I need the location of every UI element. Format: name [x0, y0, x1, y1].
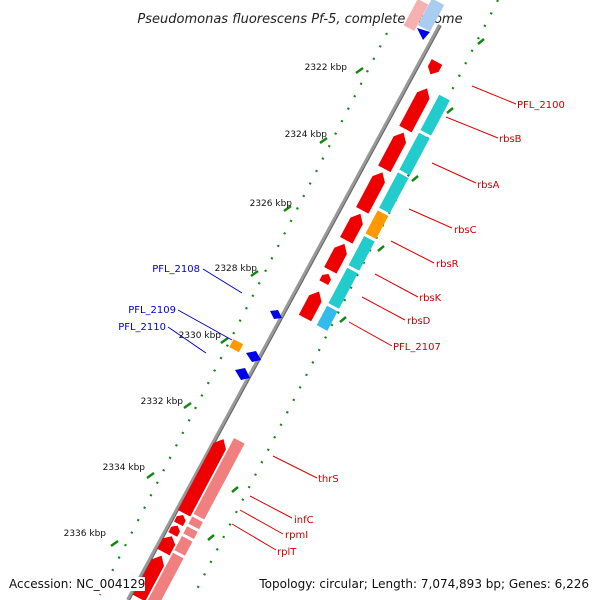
- ruler-label: 2330 kbp: [179, 331, 222, 341]
- gene-arrow: [246, 351, 261, 362]
- cds-block: [174, 535, 193, 556]
- cds-track: [146, 94, 450, 600]
- gene-label: thrS: [318, 474, 339, 485]
- ruler-label: 2332 kbp: [141, 397, 184, 407]
- gene-arrow: [298, 291, 322, 322]
- gene-arrow: [427, 59, 443, 75]
- ruler-label: 2324 kbp: [285, 130, 328, 140]
- gene-arrow: [174, 515, 186, 527]
- gene-label: rbsR: [436, 259, 459, 270]
- forward-strand-genes: [132, 59, 443, 600]
- gene-arrow: [168, 525, 181, 537]
- gene-arrow: [270, 310, 282, 319]
- genome-summary-label: Topology: circular; Length: 7,074,893 bp…: [259, 577, 589, 591]
- gene-label: rbsK: [419, 293, 442, 304]
- ruler-label: 2328 kbp: [215, 264, 258, 274]
- gene-arrow: [157, 536, 176, 556]
- cds-block: [379, 172, 409, 214]
- cds-block: [183, 526, 198, 539]
- gene-arrow: [378, 132, 407, 173]
- accession-label: Accession: NC_004129: [9, 577, 146, 591]
- gene-label: PFL_2107: [393, 342, 441, 353]
- cds-block: [316, 305, 338, 331]
- ruler-ticks: [110, 38, 485, 548]
- cds-block: [146, 552, 184, 600]
- genome-backbone: [126, 24, 442, 600]
- ruler-label: 2334 kbp: [103, 463, 146, 473]
- gene-label: PFL_2100: [517, 100, 565, 111]
- gene-arrow: [177, 439, 226, 517]
- gene-arrow: [399, 88, 430, 133]
- ruler-label: 2322 kbp: [305, 63, 348, 73]
- top-partial-features: [403, 0, 445, 40]
- gene-label: rbsC: [454, 225, 477, 236]
- cds-block: [365, 210, 389, 239]
- gene-label: PFL_2108: [152, 264, 200, 275]
- ruler-label: 2326 kbp: [250, 199, 293, 209]
- inner-dotted-guide: [192, 0, 499, 598]
- reverse-strand-genes: [229, 310, 282, 380]
- ruler-label: 2336 kbp: [64, 529, 107, 539]
- cds-block: [188, 516, 203, 530]
- gene-label: rbsB: [499, 134, 522, 145]
- gene-label: rbsA: [477, 180, 500, 191]
- gene-label: rplT: [277, 547, 297, 558]
- cds-block: [420, 94, 450, 136]
- cds-block: [399, 132, 430, 176]
- cds-block: [193, 437, 245, 520]
- label-leaders-reverse: [167, 268, 243, 354]
- label-leaders-forward: [231, 85, 517, 551]
- gene-arrow: [319, 273, 332, 286]
- map-title: Pseudomonas fluorescens Pf-5, complete g…: [137, 12, 462, 27]
- cds-block: [229, 339, 244, 353]
- cds-block: [328, 267, 358, 309]
- gene-arrow: [356, 172, 385, 214]
- gene-labels: PFL_2100 rbsB rbsA rbsC rbsR rbsK rbsD P…: [118, 100, 565, 558]
- gene-label: PFL_2109: [128, 305, 176, 316]
- cds-block: [348, 236, 375, 271]
- gene-label: rpmI: [285, 530, 308, 541]
- gene-label: PFL_2110: [118, 322, 166, 333]
- gene-label: infC: [294, 515, 314, 526]
- gene-arrow: [235, 368, 250, 380]
- gene-arrow: [340, 213, 363, 244]
- gene-label: rbsD: [407, 316, 431, 327]
- gene-arrow: [324, 243, 347, 274]
